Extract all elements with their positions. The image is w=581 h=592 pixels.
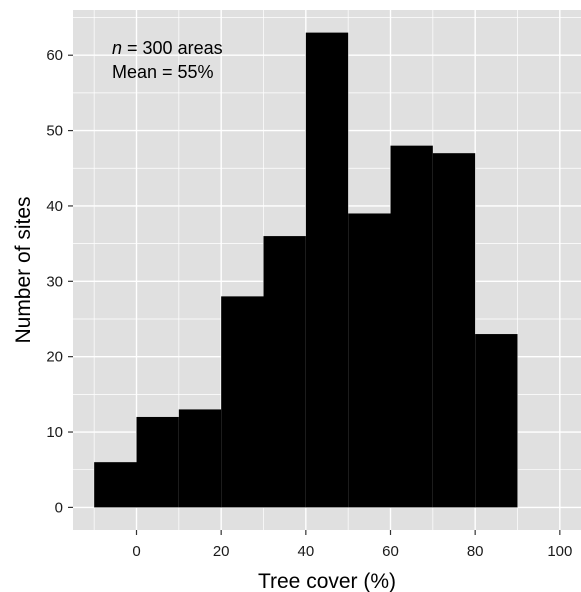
histogram-bars (94, 32, 518, 508)
x-tick-label: 20 (213, 543, 230, 560)
y-axis-title: Number of sites (12, 196, 35, 343)
y-tick-label: 30 (46, 273, 63, 290)
axis-ticks: 0 20 40 60 80 100 0 10 20 30 40 50 60 (46, 47, 572, 560)
x-tick-label: 60 (382, 543, 399, 560)
histogram-bar (348, 213, 391, 508)
histogram-bar (136, 416, 179, 508)
y-tick-label: 50 (46, 123, 63, 140)
x-axis-title: Tree cover (%) (258, 570, 396, 592)
x-tick-label: 40 (297, 543, 314, 560)
histogram-bar (178, 409, 222, 508)
x-tick-label: 100 (547, 543, 572, 560)
histogram-bar (390, 145, 433, 508)
histogram-bar (305, 32, 349, 508)
y-tick-label: 20 (46, 349, 63, 366)
histogram-bar (221, 296, 264, 508)
x-tick-label: 80 (467, 543, 484, 560)
histogram-bar (94, 462, 137, 508)
annotation-n: n = 300 areas (112, 38, 223, 58)
y-tick-label: 60 (46, 47, 63, 64)
y-tick-label: 10 (46, 424, 63, 441)
annotation-n-symbol: n (112, 38, 122, 58)
axis-labels: Tree cover (%) Number of sites n = 300 are… (12, 38, 396, 592)
histogram-bar (475, 334, 518, 508)
histogram-bar (432, 153, 476, 508)
annotation-n-text: = 300 areas (122, 38, 223, 58)
y-tick-label: 40 (46, 198, 63, 215)
x-tick-label: 0 (132, 543, 140, 560)
y-tick-label: 0 (55, 499, 63, 516)
annotation-mean: Mean = 55% (112, 62, 214, 82)
histogram-bar (263, 236, 306, 508)
